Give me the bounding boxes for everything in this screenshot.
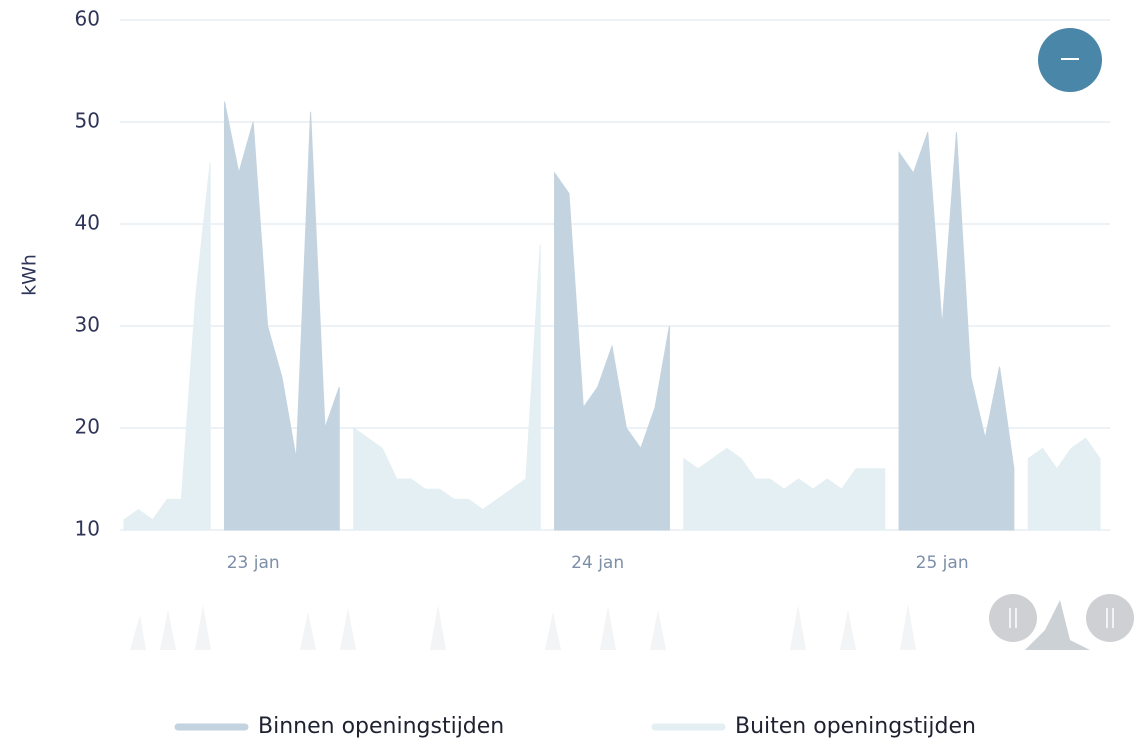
- navigator-handle-left[interactable]: [989, 594, 1037, 642]
- area: [898, 132, 1015, 531]
- navigator-preview: [130, 604, 916, 650]
- area: [353, 244, 541, 531]
- x-tick-label: 25 jan: [916, 553, 969, 573]
- zoom-out-button[interactable]: [1038, 28, 1102, 92]
- legend-label: Binnen openingstijden: [258, 714, 504, 739]
- y-tick-label: 50: [75, 109, 100, 133]
- x-tick-label: 24 jan: [571, 553, 624, 573]
- navigator-handle-right[interactable]: [1086, 594, 1134, 642]
- handle-grip: [1009, 608, 1017, 628]
- y-tick-label: 10: [75, 517, 100, 541]
- area: [123, 162, 211, 531]
- navigator: [124, 594, 1134, 653]
- legend-label: Buiten openingstijden: [735, 714, 976, 739]
- y-tick-label: 20: [75, 415, 100, 439]
- handle-grip: [1106, 608, 1114, 628]
- navigator-selection: [1025, 600, 1090, 650]
- y-tick-label: 60: [75, 7, 100, 31]
- area: [223, 101, 340, 531]
- x-tick-label: 23 jan: [227, 553, 280, 573]
- y-tick-label: 40: [75, 211, 100, 235]
- y-tick-label: 30: [75, 313, 100, 337]
- area: [1027, 437, 1101, 531]
- y-axis-label: kWh: [19, 254, 41, 296]
- area: [683, 447, 886, 531]
- area: [554, 171, 670, 531]
